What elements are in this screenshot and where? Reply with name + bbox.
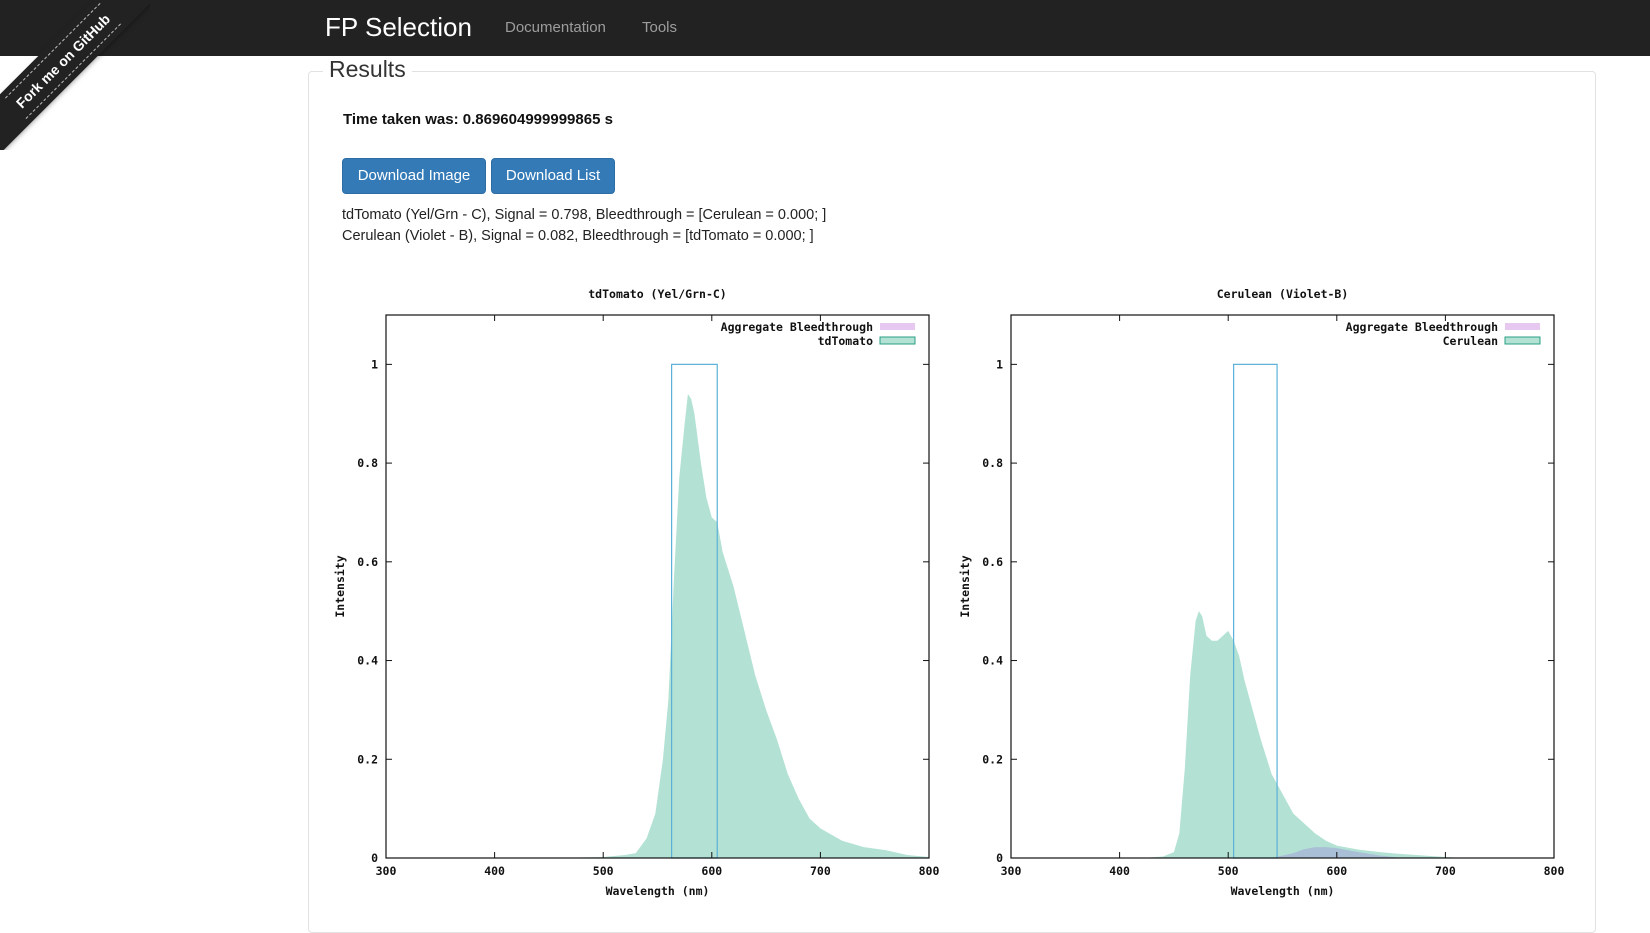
legend-swatch [1505,323,1540,330]
x-tick-label: 300 [376,864,397,878]
x-tick-label: 400 [1109,864,1130,878]
fork-me-on-github-ribbon[interactable]: Fork me on GitHub [0,0,150,150]
y-tick-label: 1 [996,357,1003,371]
x-tick-label: 700 [1435,864,1456,878]
legend-label: Aggregate Bleedthrough [1346,320,1498,334]
y-tick-label: 0.6 [982,555,1003,569]
y-tick-label: 0.2 [357,752,378,766]
y-tick-label: 0 [371,851,378,865]
x-tick-label: 300 [1001,864,1022,878]
x-axis-label: Wavelength (nm) [606,884,710,898]
top-navbar: FP Selection Documentation Tools [0,0,1650,56]
legend-swatch [879,336,916,345]
time-taken-text: Time taken was: 0.869604999999865 s [343,111,613,128]
legend-label: tdTomato [818,334,873,348]
legend-label: Cerulean [1443,334,1498,348]
result-line-cerulean: Cerulean (Violet - B), Signal = 0.082, B… [342,228,814,244]
legend-swatch [1504,336,1541,345]
y-tick-label: 0.6 [357,555,378,569]
y-tick-label: 0 [996,851,1003,865]
y-tick-label: 0.8 [357,456,378,470]
y-axis-label: Intensity [333,555,347,617]
y-tick-label: 1 [371,357,378,371]
x-tick-label: 600 [701,864,722,878]
plot-frame [385,314,930,859]
x-tick-label: 500 [593,864,614,878]
chart-title: tdTomato (Yel/Grn-C) [588,287,726,301]
legend-swatch [880,323,915,330]
github-ribbon-container: Fork me on GitHub [0,0,150,150]
chart-title: Cerulean (Violet-B) [1217,287,1349,301]
y-tick-label: 0.4 [982,654,1003,668]
download-image-button[interactable]: Download Image [342,158,486,194]
x-axis-label: Wavelength (nm) [1231,884,1335,898]
result-line-tdtomato: tdTomato (Yel/Grn - C), Signal = 0.798, … [342,207,827,223]
x-tick-label: 800 [919,864,940,878]
download-list-button[interactable]: Download List [491,158,615,194]
chart-cerulean: Cerulean (Violet-B) 300 400 500 600 700 800 0 0.… [958,287,1565,898]
plot-frame [1010,314,1555,859]
series-area-tdtomato [548,393,929,858]
legend-label: Aggregate Bleedthrough [721,320,873,334]
y-tick-label: 0.8 [982,456,1003,470]
chart-tdtomato: tdTomato (Yel/Grn-C) 300 400 500 600 700 800 0 0… [333,287,940,898]
x-tick-label: 500 [1218,864,1239,878]
x-tick-label: 800 [1544,864,1565,878]
x-tick-label: 700 [810,864,831,878]
ribbon-label: Fork me on GitHub [5,3,121,119]
x-tick-label: 400 [484,864,505,878]
series-area-cerulean [1141,611,1468,858]
nav-documentation-link[interactable]: Documentation [505,19,606,36]
y-tick-label: 0.4 [357,654,378,668]
nav-tools-link[interactable]: Tools [642,19,678,36]
y-tick-label: 0.2 [982,752,1003,766]
results-heading: Results [323,56,412,83]
y-axis-label: Intensity [958,555,972,617]
x-tick-label: 600 [1326,864,1347,878]
brand-link[interactable]: FP Selection [325,12,472,42]
